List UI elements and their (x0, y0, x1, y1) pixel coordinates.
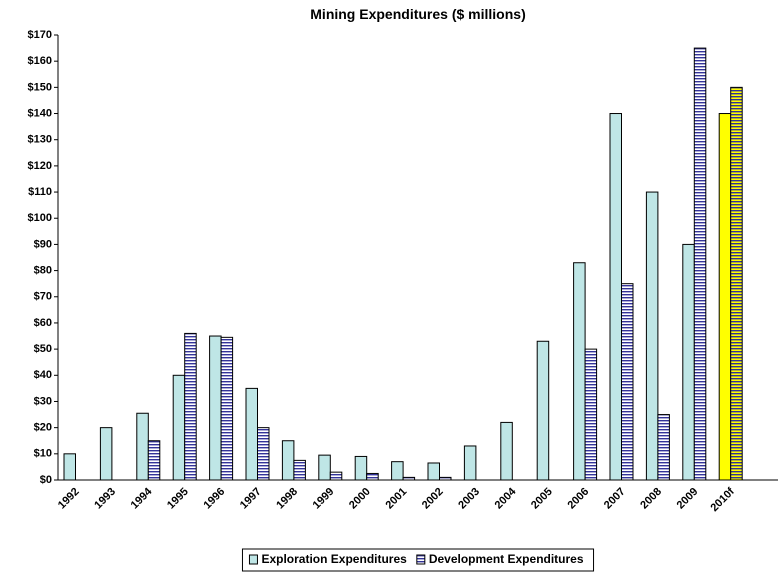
y-tick-label: $20 (34, 422, 52, 434)
bar (99, 427, 113, 481)
bar (682, 243, 695, 481)
y-tick-label: $80 (34, 264, 52, 276)
y-tick-label: $70 (34, 291, 52, 303)
bar (645, 191, 659, 481)
y-tick-label: $120 (28, 160, 52, 172)
bar (281, 440, 295, 481)
y-tick-label: $40 (34, 369, 52, 381)
y-tick-label: $160 (28, 55, 52, 67)
x-tick-label: 1993 (92, 486, 118, 512)
x-tick-label: 2006 (565, 486, 591, 512)
x-tick-label: 2008 (638, 486, 664, 512)
x-tick-label: 2005 (529, 486, 555, 512)
x-tick-label: 2004 (493, 485, 519, 511)
x-tick-label: 1994 (129, 485, 155, 511)
bar (329, 471, 343, 481)
y-tick-label: $130 (28, 134, 52, 146)
bar (220, 336, 234, 481)
x-tick-label: 2002 (420, 486, 446, 512)
y-tick-label: $110 (28, 186, 52, 198)
x-tick-label: 2007 (602, 486, 628, 512)
x-tick-label: 1998 (274, 486, 300, 512)
y-tick-label: $100 (28, 212, 52, 224)
bar (621, 283, 634, 481)
x-tick-label: 1995 (165, 486, 191, 512)
bar (366, 472, 379, 481)
x-tick-label: 2001 (383, 486, 409, 512)
bar (730, 86, 743, 481)
x-tick-label: 2003 (456, 486, 482, 512)
x-tick-label: 2009 (675, 486, 701, 512)
bar (354, 455, 368, 481)
x-tick-label: 1996 (201, 486, 227, 512)
y-tick-label: $90 (34, 238, 52, 250)
x-tick-label: 1992 (56, 486, 82, 512)
y-tick-label: $10 (34, 448, 52, 460)
bar (500, 421, 513, 481)
bar (439, 476, 452, 481)
bar (718, 113, 732, 481)
y-tick-label: $50 (34, 343, 52, 355)
bar (609, 113, 622, 481)
bar (147, 440, 161, 481)
bar (693, 47, 707, 481)
legend-label: Exploration Expenditures (261, 552, 407, 566)
bar (245, 387, 258, 481)
bar (293, 459, 306, 481)
x-tick-label: 1997 (238, 486, 264, 512)
legend: Exploration Expenditures Development Expe… (241, 548, 595, 572)
bar (657, 414, 670, 481)
bar (463, 445, 477, 481)
y-tick-label: $170 (28, 29, 52, 41)
chart-title: Mining Expenditures ($ millions) (310, 6, 525, 22)
legend-swatch (416, 554, 426, 565)
bar (136, 412, 149, 481)
bar (257, 427, 270, 481)
bar (391, 461, 404, 481)
bar (318, 454, 331, 481)
bar (172, 374, 186, 481)
y-tick-label: $30 (34, 395, 52, 407)
x-tick-label: 1999 (311, 486, 337, 512)
bar (209, 335, 222, 481)
bar (584, 348, 598, 481)
bar (184, 332, 197, 481)
x-tick-label: 2000 (347, 486, 373, 512)
x-tick-label: 2010f (708, 485, 737, 514)
y-tick-label: $140 (28, 107, 52, 119)
y-tick-label: $150 (28, 81, 52, 93)
y-tick-label: $60 (34, 317, 52, 329)
bar (427, 462, 440, 481)
legend-swatch (248, 554, 258, 565)
y-tick-label: $0 (40, 474, 52, 486)
bar (536, 340, 550, 481)
legend-label: Development Expenditures (429, 552, 584, 566)
bar (402, 476, 416, 481)
bar (573, 262, 586, 481)
bar (63, 453, 76, 481)
